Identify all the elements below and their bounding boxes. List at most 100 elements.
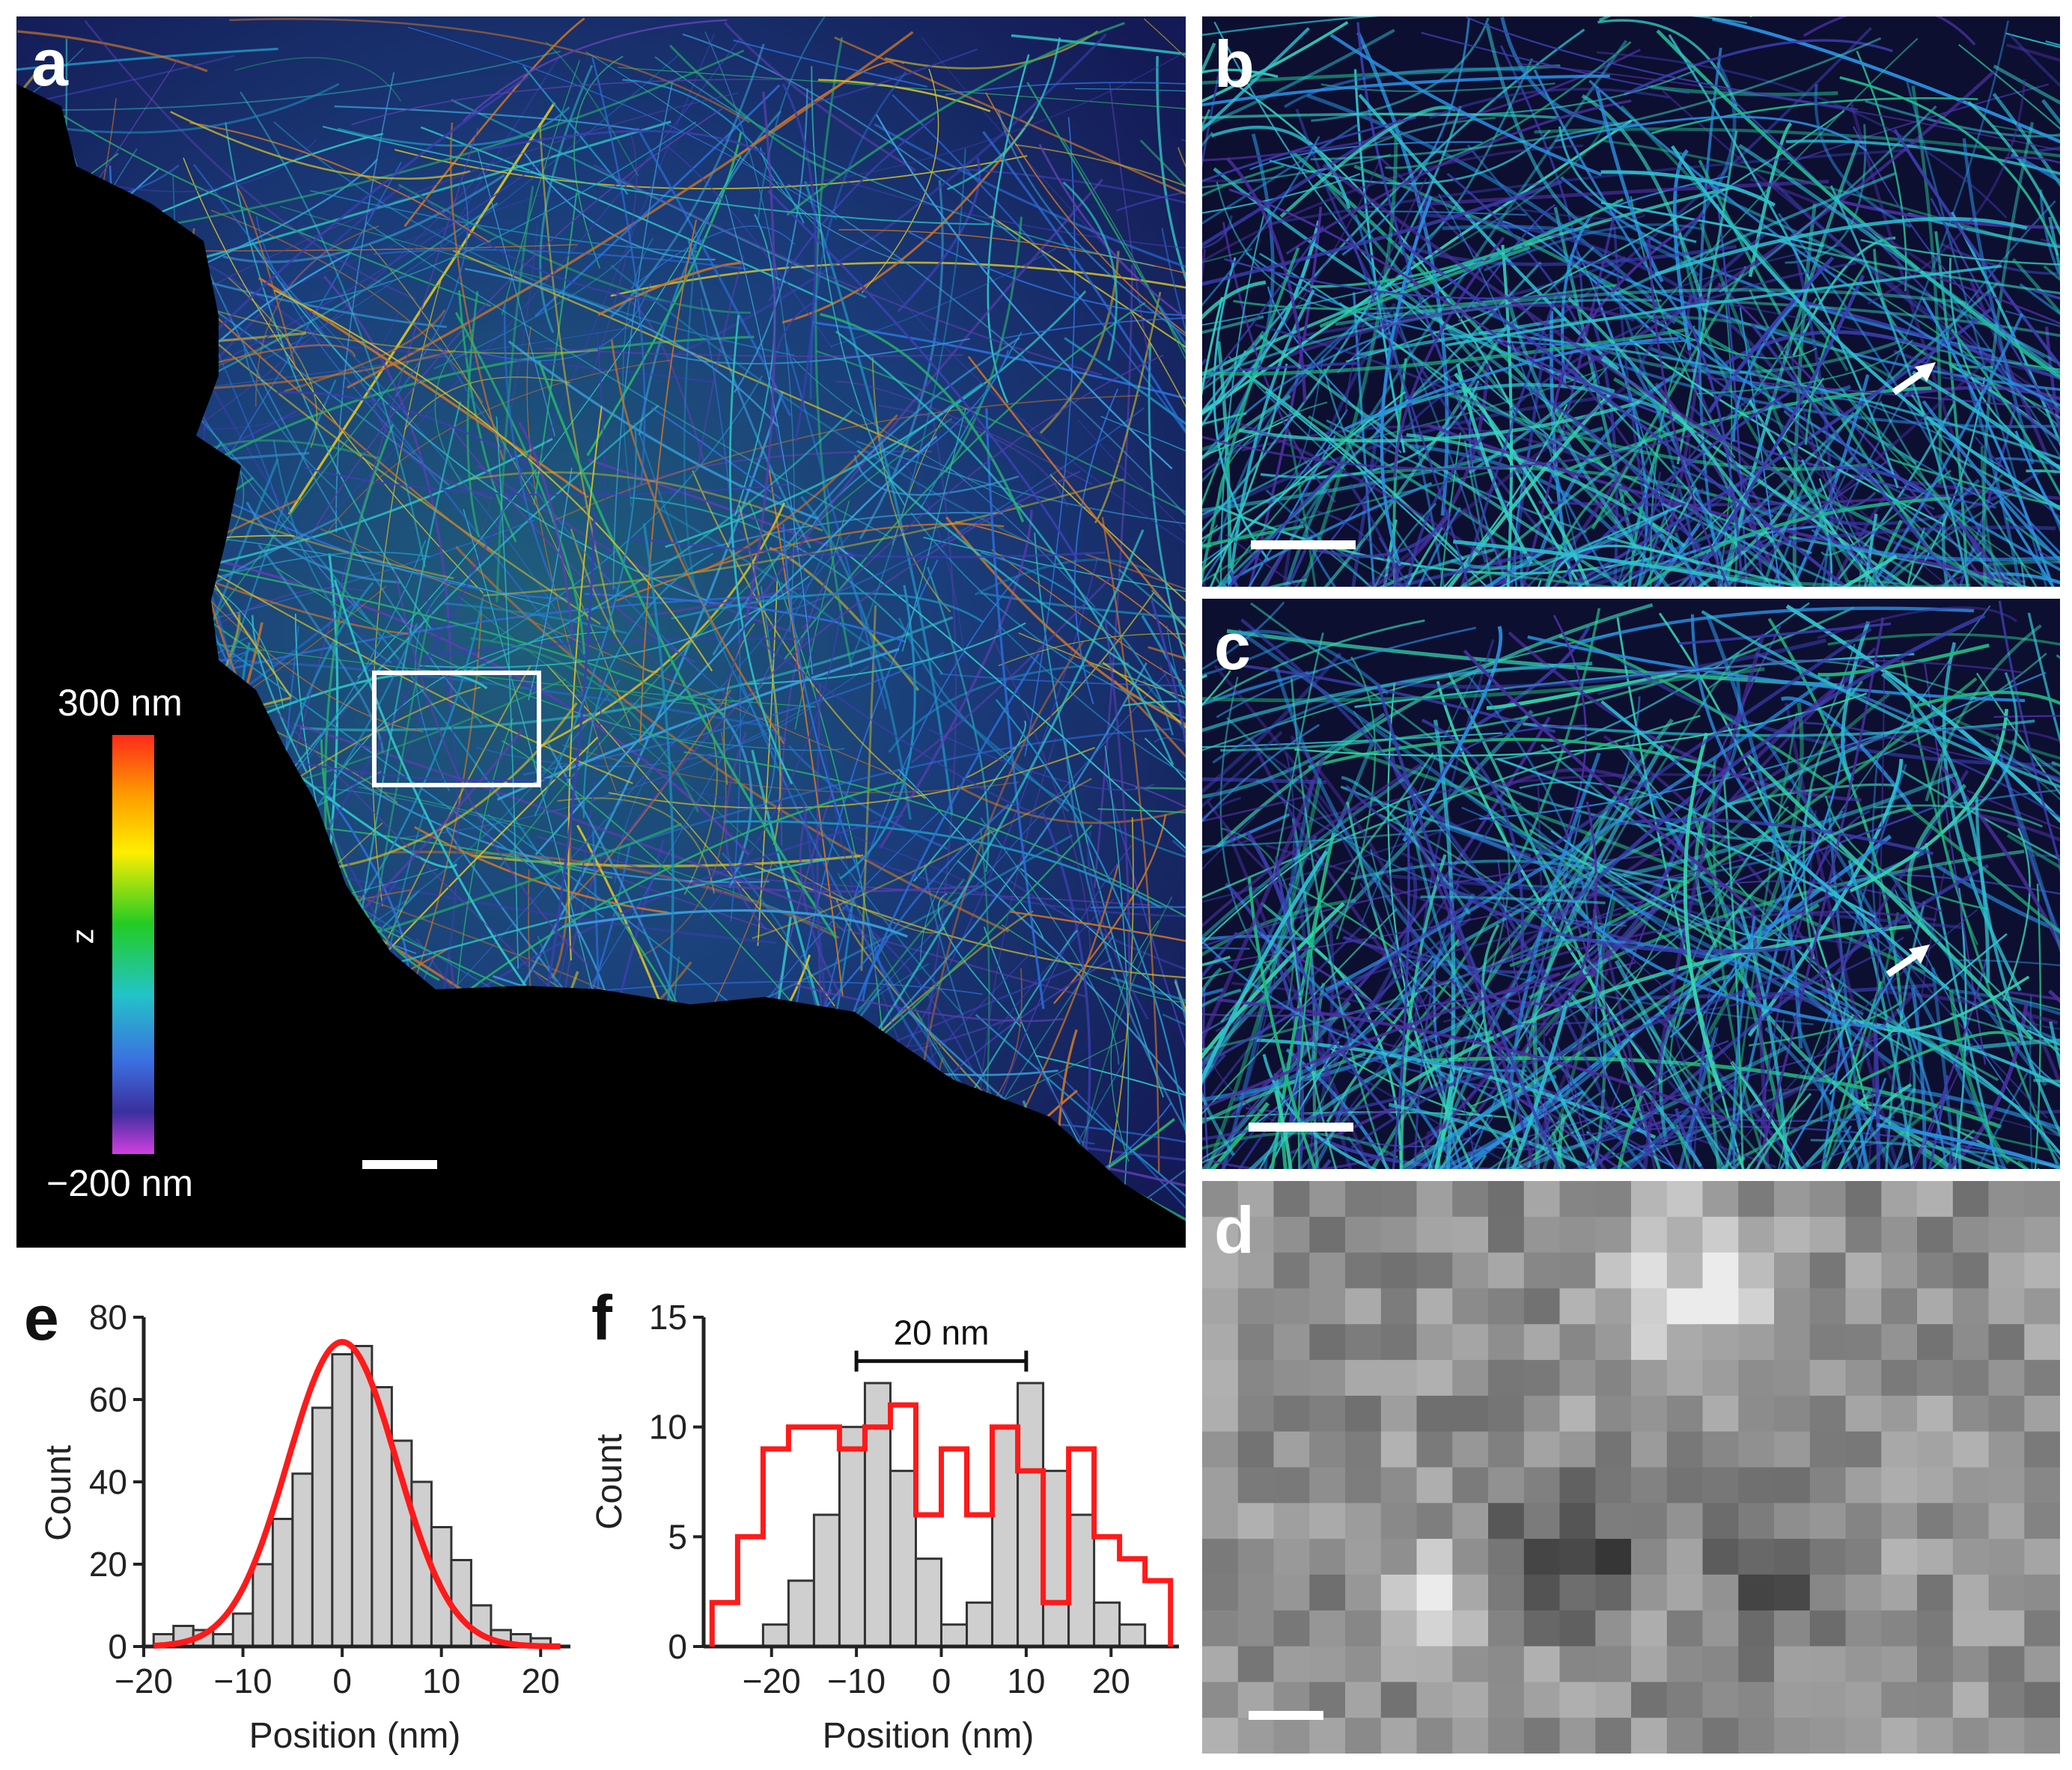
filament [1290, 678, 1389, 1169]
pixel [1845, 1288, 1882, 1325]
filament [1592, 275, 2060, 572]
filament [303, 466, 796, 496]
filament [1104, 773, 1186, 1221]
filament [1893, 350, 2060, 445]
pixel [1452, 1252, 1489, 1289]
pixel [1380, 1682, 1418, 1718]
filament [1279, 106, 1457, 219]
pixel [1345, 1539, 1382, 1575]
filament [1692, 971, 1713, 1169]
filament [518, 1219, 1022, 1221]
filament [1912, 370, 2060, 472]
filament [180, 228, 219, 777]
pixel [1666, 1181, 1704, 1218]
filament [391, 665, 870, 840]
filament [1202, 54, 1224, 168]
filament [16, 394, 81, 468]
filament [462, 19, 728, 122]
filament [337, 1199, 549, 1221]
pixel [1631, 1360, 1668, 1397]
filament [1267, 356, 1324, 504]
filament [1430, 123, 1606, 260]
filament [276, 391, 538, 471]
filament [1597, 19, 1738, 107]
filament [1807, 389, 1993, 505]
filament [16, 819, 51, 879]
pixel [1488, 1181, 1525, 1218]
filament [528, 468, 573, 701]
filament [1216, 133, 1275, 439]
pixel [1666, 1682, 1704, 1718]
colorbar [112, 735, 154, 1154]
pixel [1988, 1324, 2025, 1361]
filament [16, 370, 199, 397]
filament [938, 1236, 1120, 1248]
pixel [1523, 1539, 1561, 1575]
pixel [1917, 1682, 1954, 1718]
filament [1856, 1078, 1887, 1169]
pixel [1380, 1360, 1418, 1397]
pixel [1666, 1610, 1704, 1647]
pixel [1917, 1216, 1954, 1254]
histogram-bar [331, 1353, 353, 1648]
pixel [1702, 1682, 1739, 1718]
filament [283, 309, 446, 393]
filament [1139, 139, 1186, 433]
filament [739, 1171, 1186, 1221]
filament [1600, 400, 1934, 587]
pixel [1595, 1216, 1632, 1254]
filament [1014, 144, 1186, 304]
filament [1755, 617, 1885, 1169]
pixel [1595, 1431, 1632, 1468]
filament [254, 1022, 442, 1221]
pixel [1988, 1539, 2025, 1575]
filament [272, 439, 392, 664]
pixel [1309, 1181, 1346, 1218]
filament [1494, 204, 1646, 221]
filament [860, 605, 877, 971]
filament [1062, 181, 1118, 361]
pixel [1881, 1360, 1918, 1397]
pixel [2024, 1288, 2060, 1325]
filament [597, 261, 743, 317]
pixel [1380, 1503, 1418, 1539]
filament [957, 859, 1186, 1221]
pixel [1917, 1181, 1954, 1218]
filament [252, 242, 708, 602]
filament [1113, 680, 1186, 1185]
filament [2019, 283, 2060, 316]
y-tick-label: 0 [108, 1627, 127, 1666]
filament [834, 1060, 971, 1221]
filament [150, 1193, 763, 1221]
filament [115, 983, 478, 1221]
filament [464, 988, 543, 1212]
pixel [1559, 1252, 1596, 1289]
filament [1849, 709, 2008, 893]
pixel [1345, 1395, 1382, 1432]
filament [1913, 1043, 1973, 1169]
pixel [2024, 1216, 2060, 1254]
filament [1267, 286, 1402, 454]
filament [1202, 173, 1361, 214]
filament [1102, 662, 1186, 870]
pixel [1631, 1181, 1668, 1218]
filament [1212, 619, 1425, 700]
pixel [1666, 1646, 1704, 1682]
pixel [1273, 1216, 1310, 1254]
filament [506, 992, 834, 1137]
pixel [1452, 1288, 1489, 1325]
pixel [1488, 1467, 1525, 1504]
filament [1434, 1066, 1462, 1169]
pixel [1309, 1539, 1346, 1575]
filament [859, 910, 1034, 1051]
filament [835, 381, 1093, 485]
filament [835, 1218, 1000, 1221]
pixel [1952, 1646, 1990, 1682]
pixel [1666, 1395, 1704, 1432]
pixel [1523, 1216, 1561, 1254]
filament [250, 1026, 313, 1221]
filament [1216, 602, 1654, 848]
filament [510, 1024, 957, 1221]
filament [483, 478, 1124, 596]
filament [1210, 125, 1351, 210]
